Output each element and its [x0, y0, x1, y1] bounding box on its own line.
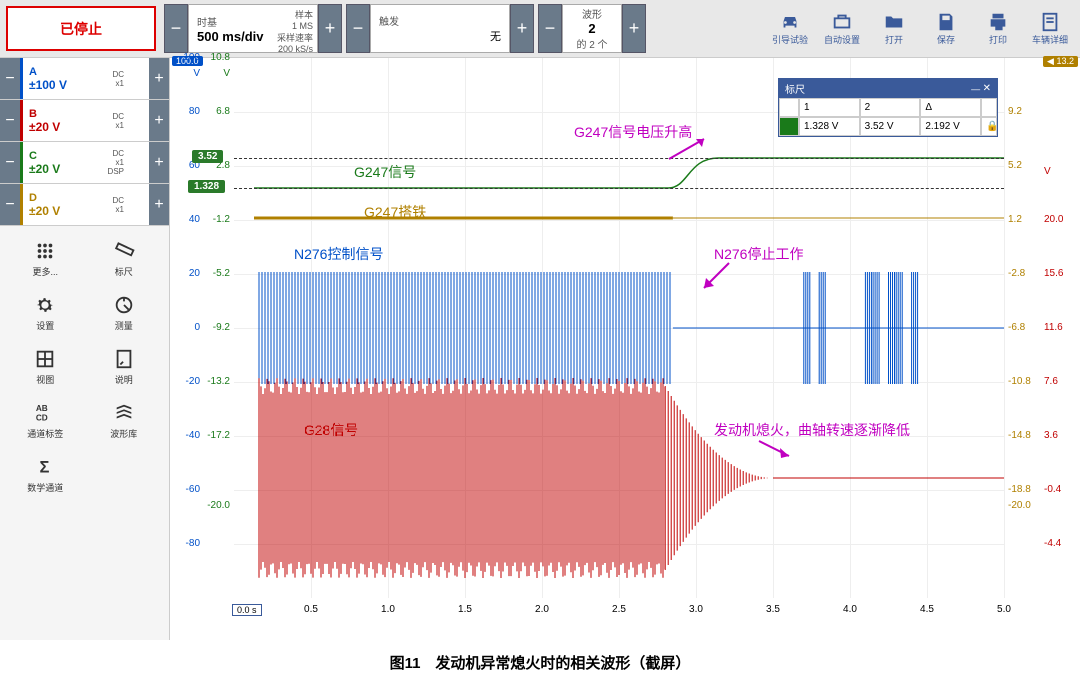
wave-plus[interactable]: +	[622, 4, 646, 53]
trigger-minus[interactable]: −	[346, 4, 370, 53]
ch-plus[interactable]: +	[149, 58, 169, 99]
xtick: 4.5	[920, 604, 934, 615]
top-icon-bar: 引导试验自动设置打开保存打印车辆详细	[760, 0, 1080, 57]
xtick: 3.5	[766, 604, 780, 615]
annot-g247-signal: G247信号	[354, 162, 416, 182]
channel-B: −B±20 VDCx1+	[0, 100, 169, 142]
arrow-n276-stop	[694, 258, 734, 298]
top-toolbar: 已停止 − 时基 500 ms/div 样本 1 MS 采样速率 200 kS/…	[0, 0, 1080, 58]
ch-info[interactable]: A±100 VDCx1	[20, 58, 149, 99]
view-icon[interactable]: 视图	[8, 342, 83, 392]
cursor-line-1[interactable]	[234, 188, 1004, 189]
x-axis: 0.51.01.52.02.53.03.54.04.55.0	[234, 600, 1004, 628]
ch-info[interactable]: D±20 VDCx1	[20, 184, 149, 225]
ch-info[interactable]: B±20 VDCx1	[20, 100, 149, 141]
settings-icon[interactable]: 设置	[8, 288, 83, 338]
ch-plus[interactable]: +	[149, 184, 169, 225]
xtick: 2.0	[535, 604, 549, 615]
detail-icon[interactable]: 车辆详细	[1024, 4, 1076, 53]
labels-icon[interactable]: ABCD通道标签	[8, 396, 83, 446]
axis-badge-d: ◀ 13.2	[1043, 56, 1078, 67]
print-icon[interactable]: 打印	[972, 4, 1024, 53]
annot-g28-signal: G28信号	[304, 420, 358, 440]
math-icon[interactable]: Σ数学通道	[8, 450, 83, 500]
ch-info[interactable]: C±20 VDCx1DSP	[20, 142, 149, 183]
cursor-badge-2: 3.52	[192, 150, 223, 163]
open-icon[interactable]: 打开	[868, 4, 920, 53]
cursor-line-2[interactable]	[234, 158, 1004, 159]
channel-A: −A±100 VDCx1+	[0, 58, 169, 100]
annot-engine-stall: 发动机熄火，曲轴转速逐渐降低	[714, 420, 910, 440]
measure-icon[interactable]: 测量	[87, 288, 162, 338]
xtick: 3.0	[689, 604, 703, 615]
wave-minus[interactable]: −	[538, 4, 562, 53]
xtick: 5.0	[997, 604, 1011, 615]
help-icon[interactable]: 说明	[87, 342, 162, 392]
status-indicator: 已停止	[6, 6, 156, 51]
ch-plus[interactable]: +	[149, 142, 169, 183]
ch-minus[interactable]: −	[0, 100, 20, 141]
library-icon[interactable]: 波形库	[87, 396, 162, 446]
ruler-minimize-icon[interactable]: —	[971, 84, 983, 94]
annot-g247-ground: G247搭铁	[364, 202, 426, 222]
figure-caption: 图11 发动机异常熄火时的相关波形（截屏）	[0, 640, 1080, 685]
lock-icon[interactable]: 🔒	[981, 117, 997, 136]
xtick: 2.5	[612, 604, 626, 615]
timebase-plus[interactable]: +	[318, 4, 342, 53]
xtick: 1.5	[458, 604, 472, 615]
ruler-close-icon[interactable]: ✕	[983, 83, 991, 94]
ruler-panel[interactable]: 标尺 — ✕ 12Δ 1.328 V 3.52 V 2.192 V 🔒	[778, 78, 998, 137]
channel-C: −C±20 VDCx1DSP+	[0, 142, 169, 184]
xtick: 0.5	[304, 604, 318, 615]
tool-grid: 更多...标尺设置测量视图说明ABCD通道标签波形库Σ数学通道	[0, 226, 169, 508]
ch-minus[interactable]: −	[0, 142, 20, 183]
channel-D: −D±20 VDCx1+	[0, 184, 169, 226]
xtick: 1.0	[381, 604, 395, 615]
arrow-g247-rise	[664, 134, 714, 164]
svg-text:CD: CD	[36, 413, 48, 422]
axis-left: 100.0100806040200-20-40-60-80V10.86.82.8…	[170, 58, 234, 598]
wave-info[interactable]: 波形 2 的 2 个	[562, 4, 622, 53]
timebase-info[interactable]: 时基 500 ms/div 样本 1 MS 采样速率 200 kS/s	[188, 4, 318, 53]
cursor-badge-1: 1.328	[188, 180, 225, 193]
timebase-minus[interactable]: −	[164, 4, 188, 53]
xtick: 4.0	[843, 604, 857, 615]
arrow-engine-stall	[754, 436, 794, 466]
ch-minus[interactable]: −	[0, 58, 20, 99]
save-icon[interactable]: 保存	[920, 4, 972, 53]
trigger-plus[interactable]: +	[510, 4, 534, 53]
ruler-icon[interactable]: 标尺	[87, 234, 162, 284]
trigger-control: − 触发 无 +	[346, 4, 534, 53]
main-area: −A±100 VDCx1+−B±20 VDCx1+−C±20 VDCx1DSP+…	[0, 58, 1080, 640]
chart-area[interactable]: 100.0100806040200-20-40-60-80V10.86.82.8…	[170, 58, 1080, 640]
svg-text:AB: AB	[36, 404, 48, 413]
svg-text:Σ: Σ	[40, 459, 50, 477]
axis-right: ◀ 13.29.25.21.2-2.8-6.8-10.8-14.8-18.8-2…	[1004, 58, 1080, 598]
annot-n276-ctrl: N276控制信号	[294, 244, 383, 264]
more-icon[interactable]: 更多...	[8, 234, 83, 284]
plot[interactable]: 3.52 1.328 G247信号 G247搭铁 G247信号电压升高 N276…	[234, 58, 1004, 598]
ch-minus[interactable]: −	[0, 184, 20, 225]
timebase-control: − 时基 500 ms/div 样本 1 MS 采样速率 200 kS/s +	[164, 4, 342, 53]
ruler-color-swatch	[779, 117, 799, 136]
ruler-table: 12Δ 1.328 V 3.52 V 2.192 V 🔒	[779, 98, 997, 136]
waveform-control: − 波形 2 的 2 个 +	[538, 4, 646, 53]
left-panel: −A±100 VDCx1+−B±20 VDCx1+−C±20 VDCx1DSP+…	[0, 58, 170, 640]
trigger-info[interactable]: 触发 无	[370, 4, 510, 53]
ch-plus[interactable]: +	[149, 100, 169, 141]
auto-icon[interactable]: 自动设置	[816, 4, 868, 53]
car-icon[interactable]: 引导试验	[764, 4, 816, 53]
ruler-header[interactable]: 标尺 — ✕	[779, 79, 997, 98]
